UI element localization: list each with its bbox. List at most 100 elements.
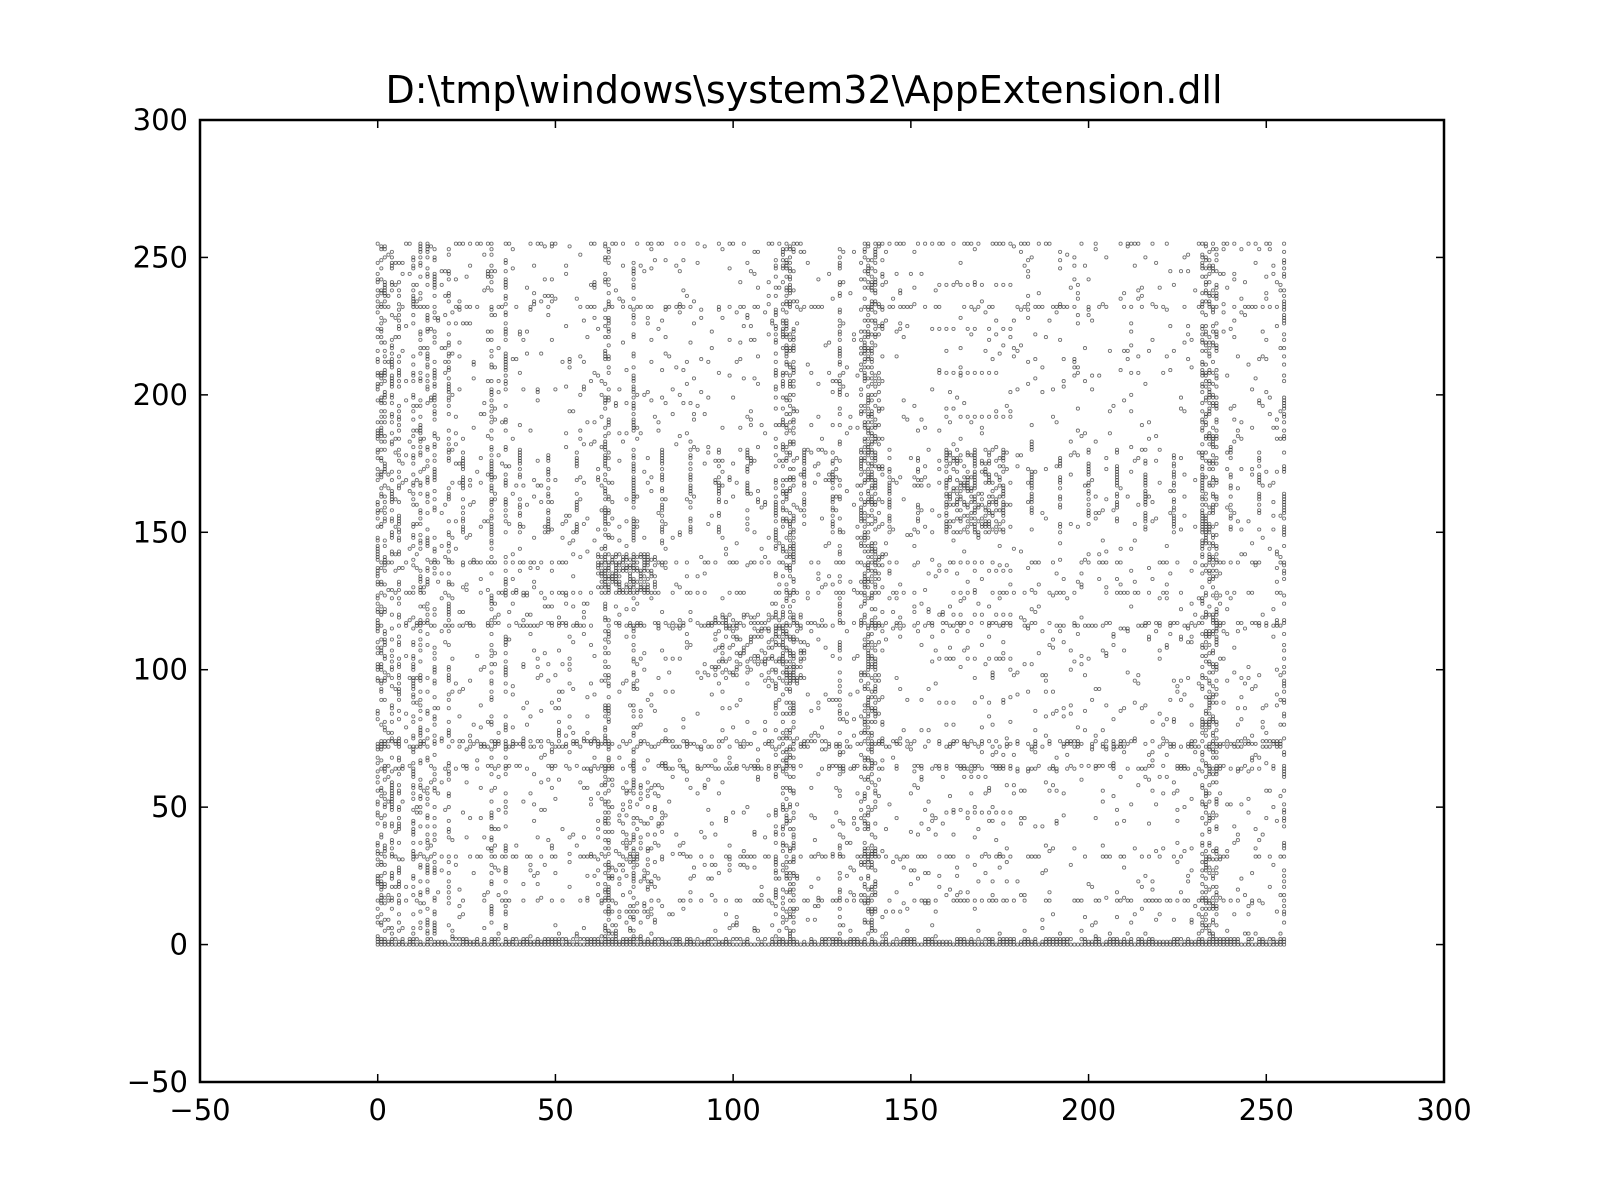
scatter-point	[894, 480, 899, 485]
scatter-point	[720, 728, 725, 733]
scatter-point	[660, 648, 665, 653]
scatter-point	[1186, 252, 1191, 257]
scatter-point	[1097, 552, 1102, 557]
scatter-point	[919, 417, 924, 422]
scatter-point	[1111, 717, 1116, 722]
scatter-point	[894, 596, 899, 601]
scatter-point	[848, 890, 853, 895]
scatter-point	[834, 467, 839, 472]
scatter-point	[855, 791, 860, 796]
scatter-point	[1157, 774, 1162, 779]
scatter-point	[1196, 766, 1201, 771]
scatter-point	[972, 862, 977, 867]
scatter-point	[979, 612, 984, 617]
scatter-point	[958, 807, 963, 812]
scatter-point	[592, 653, 597, 659]
scatter-point	[588, 379, 594, 384]
scatter-point	[741, 849, 746, 854]
scatter-point	[713, 928, 718, 933]
scatter-point	[400, 348, 405, 353]
scatter-point	[891, 527, 896, 532]
scatter-point	[514, 843, 519, 848]
scatter-point	[976, 532, 981, 538]
scatter-point	[972, 307, 977, 312]
scatter-point	[805, 692, 810, 697]
scatter-point	[915, 876, 921, 881]
scatter-point	[684, 640, 689, 645]
scatter-point	[859, 876, 864, 881]
scatter-point	[553, 796, 558, 801]
scatter-point	[1026, 467, 1031, 472]
scatter-point	[1068, 453, 1073, 458]
scatter-point	[1271, 862, 1276, 867]
scatter-point	[539, 895, 544, 900]
scatter-point	[1274, 909, 1279, 914]
scatter-point	[702, 662, 707, 667]
scatter-point	[702, 244, 707, 249]
scatter-point	[624, 920, 629, 925]
scatter-point	[898, 615, 903, 620]
scatter-point	[919, 642, 924, 648]
scatter-point	[755, 381, 761, 386]
scatter-point	[955, 571, 960, 576]
scatter-point	[1058, 541, 1063, 546]
scatter-point	[1168, 368, 1173, 373]
scatter-point	[677, 843, 682, 848]
scatter-point	[1004, 467, 1009, 472]
scatter-point	[962, 549, 967, 554]
scatter-point	[1182, 472, 1187, 477]
scatter-point	[1232, 318, 1237, 323]
scatter-point	[542, 596, 547, 601]
scatter-point	[404, 453, 409, 458]
scatter-point	[1139, 854, 1144, 859]
scatter-point	[1114, 915, 1120, 920]
scatter-point	[759, 505, 764, 510]
scatter-point	[421, 467, 426, 472]
scatter-point	[1232, 277, 1237, 282]
scatter-point	[937, 873, 942, 878]
scatter-point	[1182, 849, 1187, 854]
scatter-point	[1267, 546, 1272, 551]
scatter-point	[1029, 607, 1034, 612]
scatter-point	[464, 535, 469, 540]
scatter-point	[645, 390, 650, 395]
scatter-point	[1015, 670, 1020, 675]
scatter-point	[1200, 442, 1205, 447]
scatter-point	[677, 532, 682, 538]
scatter-point	[734, 920, 739, 925]
scatter-point	[1246, 904, 1251, 909]
scatter-point	[418, 414, 423, 419]
scatter-point	[795, 304, 800, 309]
scatter-point	[1015, 692, 1020, 697]
scatter-point	[1239, 247, 1244, 252]
scatter-point	[1189, 722, 1194, 727]
scatter-point	[500, 461, 505, 466]
scatter-point	[1061, 384, 1066, 389]
scatter-point	[642, 868, 647, 873]
scatter-point	[1143, 774, 1148, 779]
scatter-point	[1114, 505, 1120, 510]
scatter-point	[603, 871, 608, 876]
scatter-point	[1171, 917, 1176, 922]
scatter-point	[613, 288, 618, 293]
scatter-point	[649, 398, 654, 403]
scatter-point	[471, 722, 476, 727]
scatter-point	[524, 700, 530, 705]
scatter-point	[681, 288, 686, 293]
scatter-point	[1214, 824, 1219, 829]
scatter-point	[898, 686, 903, 692]
scatter-point	[620, 299, 626, 304]
scatter-point	[414, 565, 419, 571]
scatter-point	[532, 818, 537, 823]
scatter-point	[631, 447, 636, 452]
scatter-point	[688, 439, 693, 444]
scatter-point	[1274, 703, 1279, 708]
scatter-point	[898, 582, 903, 587]
scatter-point	[1186, 640, 1191, 645]
scatter-point	[745, 414, 750, 419]
scatter-point	[489, 252, 494, 257]
scatter-point	[453, 431, 458, 436]
scatter-point	[468, 816, 473, 821]
scatter-point	[848, 865, 853, 870]
scatter-point	[958, 598, 963, 604]
